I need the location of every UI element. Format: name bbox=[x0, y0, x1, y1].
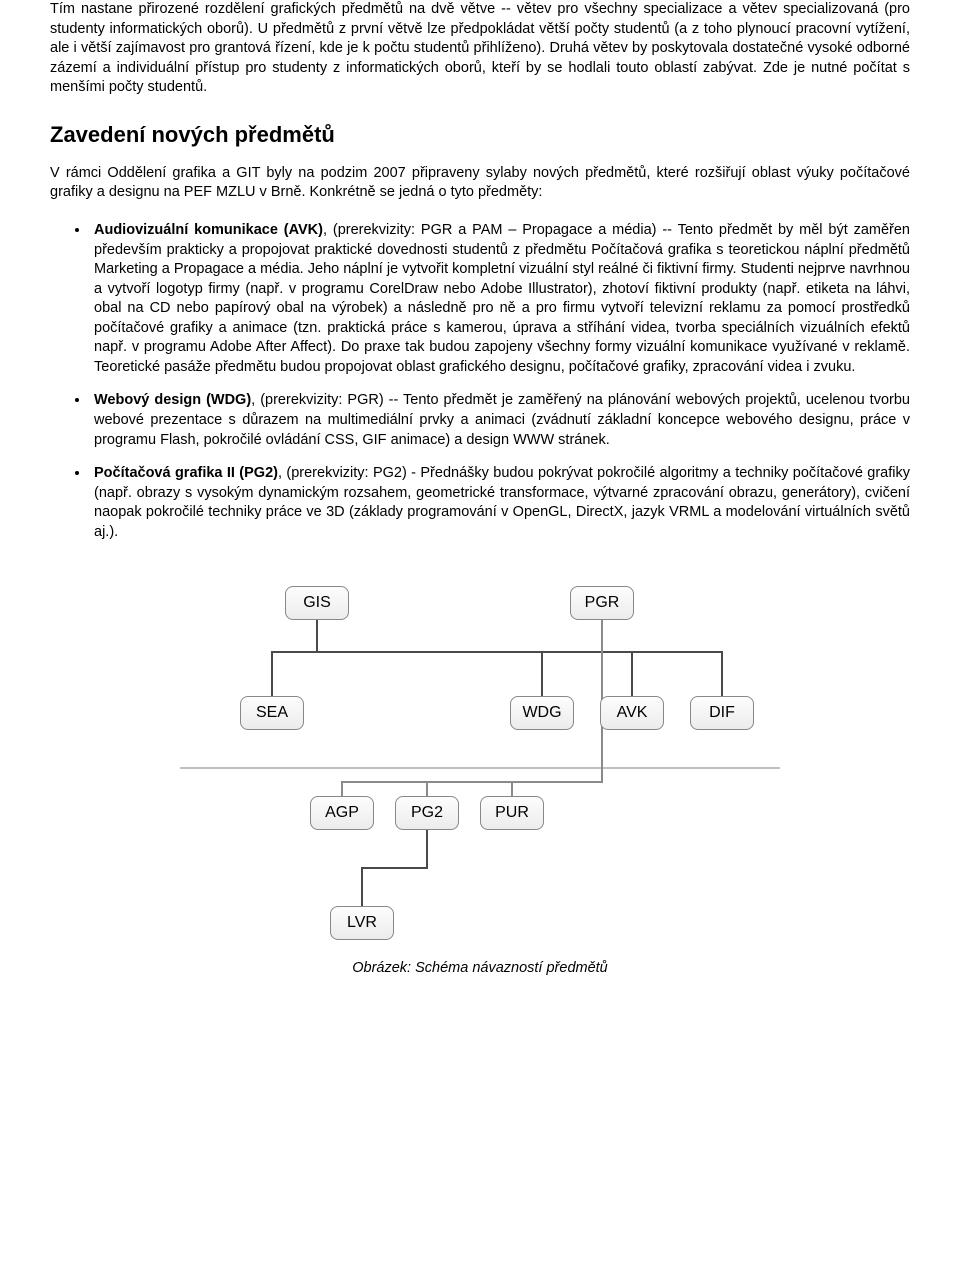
diagram-node-dif: DIF bbox=[690, 696, 754, 730]
diagram-node-pur: PUR bbox=[480, 796, 544, 830]
diagram-node-pgr: PGR bbox=[570, 586, 634, 620]
list-item: Webový design (WDG), (prerekvizity: PGR)… bbox=[90, 391, 910, 450]
dependency-diagram: GIS PGR SEA WDG AVK DIF AGP PG2 PUR LVR bbox=[180, 566, 780, 946]
list-item: Audiovizuální komunikace (AVK), (prerekv… bbox=[90, 221, 910, 378]
diagram-node-wdg: WDG bbox=[510, 696, 574, 730]
lead-paragraph: V rámci Oddělení grafika a GIT byly na p… bbox=[50, 164, 910, 203]
diagram-node-pg2: PG2 bbox=[395, 796, 459, 830]
section-heading: Zavedení nových předmětů bbox=[50, 122, 910, 148]
diagram-node-agp: AGP bbox=[310, 796, 374, 830]
figure-caption: Obrázek: Schéma návazností předmětů bbox=[50, 960, 910, 976]
subject-list: Audiovizuální komunikace (AVK), (prerekv… bbox=[50, 221, 910, 542]
subject-title: Audiovizuální komunikace (AVK) bbox=[94, 222, 323, 238]
diagram-edges bbox=[180, 566, 780, 946]
subject-title: Počítačová grafika II (PG2) bbox=[94, 465, 278, 481]
page: Tím nastane přirozené rozdělení grafický… bbox=[0, 0, 960, 1016]
diagram-container: GIS PGR SEA WDG AVK DIF AGP PG2 PUR LVR bbox=[50, 566, 910, 946]
subject-title: Webový design (WDG) bbox=[94, 392, 251, 408]
diagram-node-avk: AVK bbox=[600, 696, 664, 730]
diagram-node-lvr: LVR bbox=[330, 906, 394, 940]
list-item: Počítačová grafika II (PG2), (prerekvizi… bbox=[90, 464, 910, 542]
subject-body: , (prerekvizity: PGR a PAM – Propagace a… bbox=[94, 222, 910, 375]
intro-paragraph: Tím nastane přirozené rozdělení grafický… bbox=[50, 0, 910, 98]
diagram-node-sea: SEA bbox=[240, 696, 304, 730]
diagram-node-gis: GIS bbox=[285, 586, 349, 620]
